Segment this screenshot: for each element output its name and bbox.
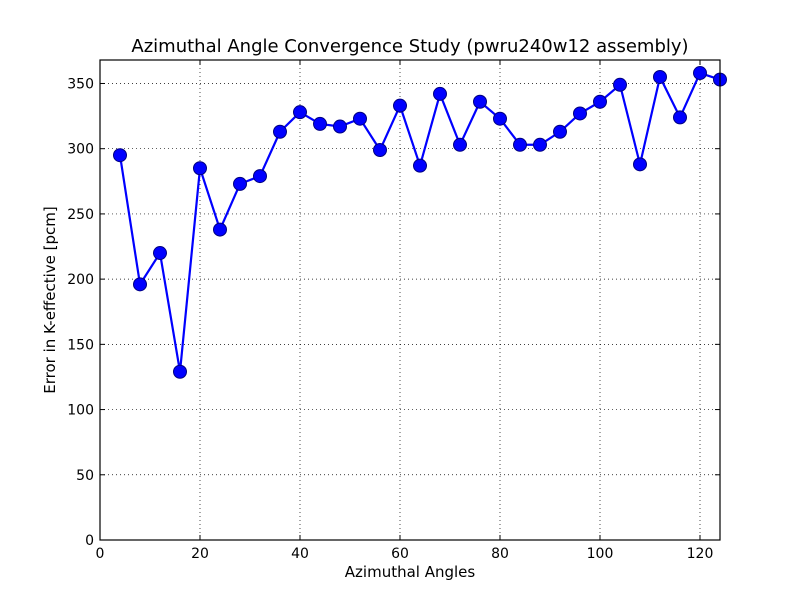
ticks-layer: 0 20 40 60 80 100 120 0 50 100 150 200 250 300 350 (67, 60, 720, 562)
chart-title: Azimuthal Angle Convergence Study (pwru2… (131, 36, 688, 57)
x-axis-label: Azimuthal Angles (345, 563, 476, 581)
data-point (433, 86, 447, 101)
data-point (133, 277, 147, 292)
data-point (533, 137, 547, 152)
data-point (233, 176, 247, 191)
data-point (573, 106, 587, 121)
data-point (293, 105, 307, 120)
data-point (113, 148, 127, 163)
data-point (173, 364, 187, 379)
y-tick-label: 50 (76, 468, 94, 484)
data-point (273, 124, 287, 139)
grid-layer (99, 60, 720, 541)
data-point (593, 94, 607, 109)
plot-frame (99, 59, 721, 541)
x-tick-label: 40 (291, 546, 309, 562)
data-point (213, 222, 227, 237)
data-point (513, 137, 527, 152)
x-tick-label: 0 (96, 546, 105, 562)
data-point (373, 143, 387, 157)
series-line (118, 71, 721, 373)
series-layer (113, 66, 727, 379)
data-point (333, 119, 347, 134)
x-tick-label: 60 (391, 546, 409, 562)
data-point (393, 98, 407, 113)
data-point (673, 110, 687, 125)
data-point (633, 157, 647, 172)
data-point (253, 169, 267, 184)
x-tick-label: 120 (687, 546, 714, 562)
data-point (553, 124, 567, 139)
x-tick-label: 20 (191, 546, 209, 562)
data-point (693, 66, 707, 81)
data-point (493, 111, 507, 126)
data-point (193, 161, 207, 176)
data-point (473, 94, 487, 109)
y-tick-label: 100 (67, 403, 94, 419)
data-point (153, 246, 167, 261)
x-tick-label: 100 (587, 546, 614, 562)
y-tick-label: 250 (67, 207, 94, 223)
data-point (413, 158, 427, 173)
y-tick-label: 300 (67, 142, 94, 158)
x-tick-label: 80 (491, 546, 509, 562)
data-point (313, 116, 327, 131)
y-axis-label: Error in K-effective [pcm] (41, 206, 59, 394)
y-tick-label: 0 (85, 533, 94, 549)
data-point (653, 69, 667, 84)
data-point (353, 111, 367, 126)
data-point (613, 77, 627, 92)
data-point (453, 137, 467, 152)
y-tick-label: 350 (67, 76, 94, 92)
y-tick-label: 200 (67, 272, 94, 288)
y-tick-label: 150 (67, 337, 94, 353)
